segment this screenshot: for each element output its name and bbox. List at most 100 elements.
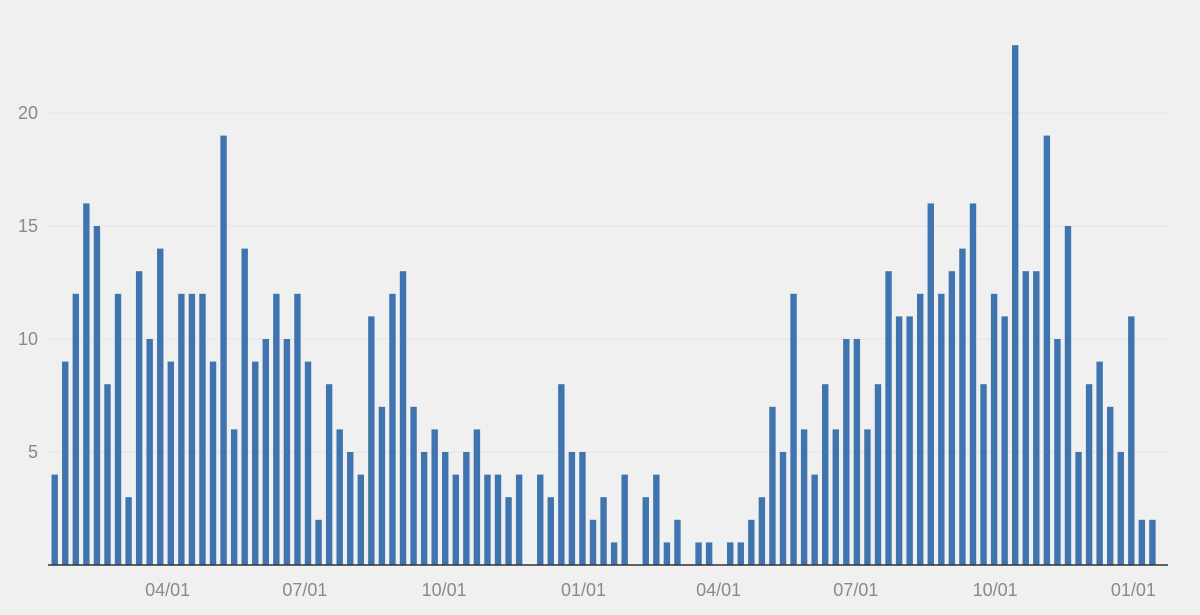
bar — [969, 203, 977, 565]
bar — [674, 519, 681, 565]
bar — [420, 452, 428, 565]
bar — [62, 361, 69, 565]
x-tick-label: 01/01 — [561, 580, 606, 600]
bar — [843, 339, 850, 565]
bar — [589, 519, 597, 565]
bar — [273, 293, 280, 565]
bar — [473, 429, 481, 565]
bar — [230, 429, 238, 565]
bar — [695, 542, 702, 565]
bar — [494, 474, 502, 565]
bar — [178, 293, 185, 565]
bar — [93, 226, 101, 565]
bar — [600, 497, 607, 565]
bar — [315, 519, 322, 565]
x-tick-label: 07/01 — [833, 580, 878, 600]
bar — [737, 542, 744, 565]
bar — [1033, 271, 1040, 565]
x-tick-label: 01/01 — [1111, 580, 1156, 600]
bar — [452, 474, 459, 565]
bar — [800, 429, 808, 565]
x-tick-label: 10/01 — [422, 580, 467, 600]
bar — [1012, 45, 1019, 565]
bar — [220, 135, 227, 565]
bar — [1096, 361, 1103, 565]
bar — [1043, 135, 1051, 565]
bar — [1064, 226, 1072, 565]
bar — [252, 361, 259, 565]
bar — [811, 474, 818, 565]
bar — [790, 293, 797, 565]
bar — [157, 248, 164, 565]
bar — [209, 361, 217, 565]
x-tick-label: 04/01 — [145, 580, 190, 600]
bars — [51, 45, 1156, 565]
bar — [874, 384, 882, 565]
y-tick-label: 15 — [18, 216, 38, 236]
bar — [1138, 519, 1146, 565]
bar — [347, 452, 354, 565]
bar — [980, 384, 987, 565]
bar — [832, 429, 839, 565]
bar — [241, 248, 248, 565]
bar — [294, 293, 301, 565]
bar — [906, 316, 913, 565]
bar — [463, 452, 470, 565]
y-axis-ticks: 5 10 15 20 — [18, 103, 38, 462]
bar — [51, 474, 58, 565]
bar — [399, 271, 407, 565]
bar — [515, 474, 523, 565]
bar — [1075, 452, 1082, 565]
x-tick-label: 04/01 — [696, 580, 741, 600]
y-tick-label: 20 — [18, 103, 38, 123]
bar — [885, 271, 892, 565]
bar — [167, 361, 175, 565]
y-tick-label: 10 — [18, 329, 38, 349]
bar — [727, 542, 734, 565]
bar — [1085, 384, 1093, 565]
bar — [283, 339, 291, 565]
bar — [663, 542, 671, 565]
bar — [431, 429, 438, 565]
bar — [389, 293, 396, 565]
x-tick-label: 07/01 — [282, 580, 327, 600]
bar — [199, 293, 206, 565]
bar — [1117, 452, 1124, 565]
bar — [653, 474, 660, 565]
bar — [959, 248, 966, 565]
bar — [325, 384, 333, 565]
bar — [822, 384, 829, 565]
bar — [357, 474, 364, 565]
bar — [642, 497, 649, 565]
bar — [368, 316, 375, 565]
bar — [1054, 339, 1061, 565]
bar — [558, 384, 565, 565]
bar — [547, 497, 554, 565]
bar — [505, 497, 512, 565]
bar — [442, 452, 449, 565]
bar — [948, 271, 956, 565]
bar — [1149, 519, 1156, 565]
bar — [990, 293, 998, 565]
bar — [927, 203, 934, 565]
bar — [410, 406, 417, 565]
bar — [135, 271, 143, 565]
bar — [262, 339, 269, 565]
bar — [705, 542, 713, 565]
y-tick-label: 5 — [28, 442, 38, 462]
bar — [1001, 316, 1008, 565]
bar — [125, 497, 132, 565]
bar — [853, 339, 861, 565]
bar — [758, 497, 766, 565]
bar — [537, 474, 544, 565]
bar — [1107, 406, 1114, 565]
x-axis-ticks: 04/01 07/01 10/01 01/01 04/01 07/01 10/01 01/01 — [145, 580, 1156, 600]
bar — [938, 293, 945, 565]
bar — [304, 361, 312, 565]
bar — [579, 452, 586, 565]
bar — [83, 203, 90, 565]
bar — [336, 429, 343, 565]
bar — [769, 406, 776, 565]
bar — [104, 384, 111, 565]
